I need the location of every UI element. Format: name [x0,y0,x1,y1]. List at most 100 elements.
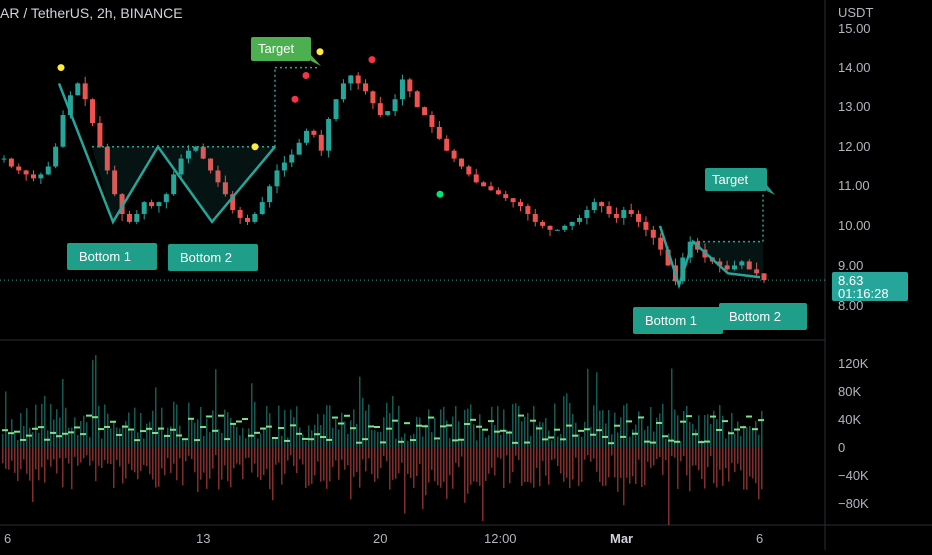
price-tick: 10.00 [838,218,871,233]
volume-bar-up [389,413,391,448]
volume-tick-mark [272,437,278,440]
volume-bar-down [227,448,229,482]
volume-bar-down [302,448,304,465]
volume-bar-down [677,448,679,489]
candle-body [761,273,767,281]
volume-tick-mark [578,429,584,432]
volume-tick-mark [290,424,296,427]
volume-bar-down [20,448,22,470]
volume-tick-mark [644,440,650,443]
volume-bar-up [68,427,70,448]
volume-tick-mark [524,441,530,444]
volume-bar-up [335,419,337,448]
volume-bar-down [416,448,418,477]
volume-bar-down [320,448,322,482]
volume-bar-down [353,448,355,477]
volume-bar-up [362,397,364,448]
volume-bar-down [716,448,718,488]
candle-body [67,95,73,116]
volume-tick-mark [698,441,704,444]
label-target-right[interactable]: Target [705,168,775,195]
volume-bar-down [692,448,694,466]
volume-bar-up [341,412,343,448]
candle-body [267,186,273,203]
volume-bar-up [755,420,757,448]
volume-tick-mark [752,428,758,431]
volume-bar-down [629,448,631,484]
volume-bar-down [581,448,583,482]
volume-tick-mark [632,432,638,435]
volume-bar-down [500,448,502,459]
volume-tick-mark [590,433,596,436]
label-bottom1-left[interactable]: Bottom 1 [67,243,157,270]
volume-bar-down [464,448,466,503]
volume-tick: 0 [838,440,845,455]
candle-body [606,206,612,214]
last-price-value: 8.63 [838,273,863,288]
volume-tick-mark [656,421,662,424]
volume-tick-mark [14,430,20,433]
volume-bar-down [596,448,598,472]
volume-bar-up [515,403,517,448]
candle-body [665,249,671,266]
volume-bar-down [140,448,142,471]
volume-bar-down [698,448,700,471]
volume-bar-down [536,448,538,468]
volume-bar-up [644,430,646,448]
volume-bar-down [485,448,487,481]
label-bottom2-right[interactable]: Bottom 2 [719,303,807,330]
volume-bar-up [89,437,91,448]
volume-tick-mark [626,420,632,423]
volume-bar-down [329,448,331,482]
volume-bar-up [398,405,400,448]
volume-bar-down [176,448,178,481]
volume-bar-down [260,448,262,480]
volume-bar-up [197,419,199,448]
volume-bar-up [152,410,154,448]
volume-bar-down [668,448,670,525]
volume-tick-mark [392,419,398,422]
label-bottom2-left[interactable]: Bottom 2 [168,244,258,271]
volume-bar-up [38,432,40,448]
volume-bar-up [716,419,718,448]
candle-body [518,202,524,207]
volume-tick-mark [26,434,32,437]
volume-bar-down [125,448,127,479]
volume-bar-down [590,448,592,462]
volume-bar-down [611,448,613,456]
volume-tick-mark [74,426,80,429]
label-bottom1-right[interactable]: Bottom 1 [633,307,723,334]
volume-tick-mark [458,438,464,441]
volume-tick: 40K [838,412,861,427]
volume-bar-down [206,448,208,489]
volume-bar-down [575,448,577,458]
candle-body [141,202,147,214]
volume-bar-up [431,432,433,448]
candle-body [215,170,221,183]
volume-bar-up [35,404,37,448]
candle-body [658,237,664,250]
candle-body [208,158,214,171]
volume-tick-mark [2,429,8,432]
candle-body [746,261,752,270]
volume-bar-down [491,448,493,468]
volume-bar-up [239,435,241,448]
volume-bar-down [488,448,490,474]
candle-body [200,146,206,159]
candle-body [134,213,140,222]
candle-body [503,194,509,199]
volume-bar-down [251,448,253,473]
volume-bar-down [194,448,196,473]
volume-bar-down [146,448,148,467]
volume-bar-up [725,438,727,448]
label-target-left[interactable]: Target [251,37,321,66]
volume-bar-down [221,448,223,480]
volume-bar-down [311,448,313,484]
label-bg [705,168,767,191]
volume-bar-down [305,448,307,489]
volume-tick-mark [350,427,356,430]
volume-bar-down [92,448,94,461]
volume-bar-up [290,409,292,448]
